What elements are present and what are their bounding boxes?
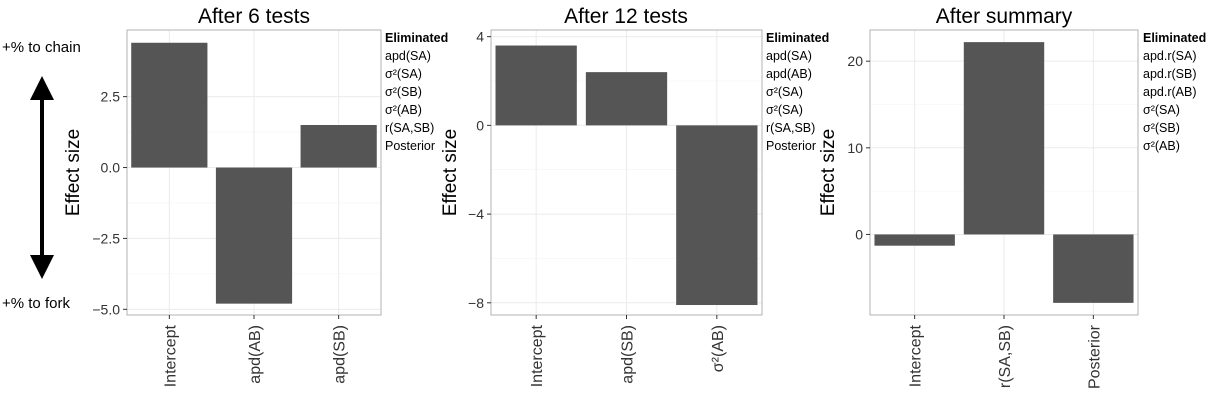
eliminated-header: Eliminated — [1143, 31, 1207, 45]
y-tick-label: 4 — [476, 29, 484, 45]
y-tick-label: −4 — [468, 206, 484, 222]
fork-direction-label: +% to fork — [2, 295, 70, 312]
y-axis-label: Effect size — [818, 129, 839, 216]
eliminated-list-3: Eliminated apd.r(SA) apd.r(SB) apd.r(AB)… — [1143, 29, 1206, 155]
y-axis-label: Effect size — [63, 129, 84, 216]
chart-title: After summary — [936, 5, 1073, 28]
eliminated-item: Posterior — [385, 139, 436, 153]
eliminated-list-1: Eliminated apd(SA) σ²(SA) σ²(SB) σ²(AB) … — [385, 29, 448, 155]
chart-panel-2: −8 −4 0 4 Intercept apd(SB) σ²(AB) After 12 tes… — [440, 5, 763, 387]
eliminated-item: σ²(SB) — [1143, 121, 1180, 135]
x-tick-label: Posterior — [1086, 324, 1103, 389]
bar-σ²(AB) — [676, 125, 758, 306]
y-tick-label: 10 — [847, 140, 863, 156]
eliminated-item: Posterior — [766, 139, 817, 153]
y-tick-label: 20 — [847, 53, 863, 69]
y-tick-label: −8 — [468, 295, 484, 311]
eliminated-item: r(SA,SB) — [766, 121, 816, 135]
bar-Intercept — [131, 42, 208, 168]
x-tick-label: σ²(AB) — [710, 325, 727, 372]
eliminated-list-2: Eliminated apd(SA) apd(AB) σ²(SA) σ²(SA)… — [766, 29, 829, 155]
eliminated-item: σ²(SA) — [1143, 103, 1180, 117]
chart-title: After 12 tests — [564, 5, 688, 28]
bar-apd(AB) — [215, 167, 293, 304]
eliminated-item: apd(AB) — [766, 67, 812, 81]
eliminated-item: σ²(SA) — [766, 85, 803, 99]
eliminated-item: σ²(AB) — [1143, 139, 1180, 153]
eliminated-header: Eliminated — [766, 31, 830, 45]
bar-Intercept — [495, 45, 577, 126]
y-tick-label: 0 — [476, 117, 484, 133]
eliminated-item: σ²(AB) — [385, 103, 422, 117]
eliminated-header: Eliminated — [385, 31, 449, 45]
eliminated-item: apd(SA) — [385, 49, 431, 63]
y-tick-label: −2.5 — [92, 230, 120, 246]
eliminated-item: apd.r(SB) — [1143, 67, 1197, 81]
y-tick-label: 0 — [855, 226, 863, 242]
eliminated-item: apd.r(AB) — [1143, 85, 1197, 99]
x-tick-label: apd(SB) — [332, 325, 349, 384]
bar-apd(SB) — [585, 72, 668, 126]
x-tick-label: Intercept — [529, 324, 546, 387]
bar-Posterior — [1053, 234, 1134, 303]
eliminated-item: σ²(SA) — [385, 67, 422, 81]
chart-panel-1: −5.0 −2.5 0.0 2.5 Intercept apd(AB) apd(SB) Aft… — [63, 5, 382, 387]
chart-title: After 6 tests — [198, 5, 310, 28]
chain-direction-label: +% to chain — [2, 39, 81, 56]
eliminated-item: σ²(SB) — [385, 85, 422, 99]
y-tick-label: 0.0 — [101, 160, 121, 176]
y-tick-label: −5.0 — [92, 301, 120, 317]
x-tick-label: apd(SB) — [620, 325, 637, 384]
eliminated-item: apd.r(SA) — [1143, 49, 1197, 63]
x-tick-label: Intercept — [162, 324, 179, 387]
eliminated-item: σ²(SA) — [766, 103, 803, 117]
y-tick-label: 2.5 — [101, 89, 121, 105]
x-tick-label: apd(AB) — [247, 325, 264, 384]
y-axis-label: Effect size — [440, 129, 461, 216]
eliminated-item: apd(SA) — [766, 49, 812, 63]
x-tick-label: r(SA,SB) — [997, 325, 1014, 388]
bar-apd(SB) — [300, 125, 377, 168]
bar-Intercept — [874, 234, 955, 246]
chart-panel-3: 0 10 20 Intercept r(SA,SB) Posterior After sum… — [818, 5, 1139, 389]
bar-r(SA,SB) — [963, 42, 1045, 235]
x-tick-label: Intercept — [908, 324, 925, 387]
eliminated-item: r(SA,SB) — [385, 121, 435, 135]
